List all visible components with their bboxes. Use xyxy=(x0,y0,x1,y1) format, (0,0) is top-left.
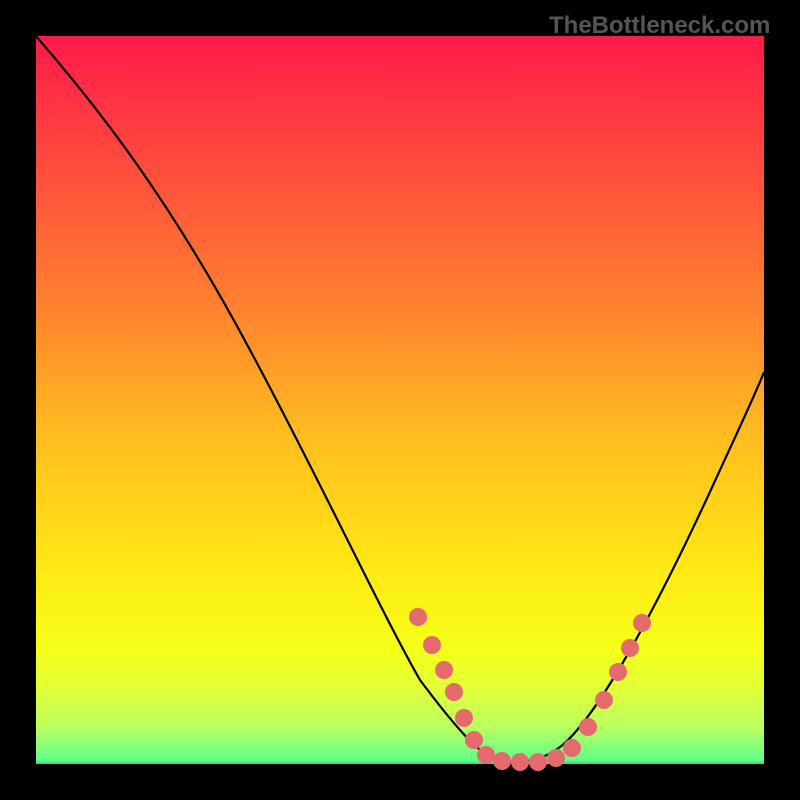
marker-dot xyxy=(493,752,511,770)
marker-dot xyxy=(445,683,463,701)
marker-dot xyxy=(529,753,547,771)
marker-dot xyxy=(435,661,453,679)
marker-dot xyxy=(609,663,627,681)
marker-dot xyxy=(633,614,651,632)
marker-dot xyxy=(409,608,427,626)
marker-dot xyxy=(511,753,529,771)
marker-dot xyxy=(563,739,581,757)
marker-group xyxy=(409,608,651,771)
marker-dot xyxy=(465,731,483,749)
marker-dot xyxy=(579,718,597,736)
bottleneck-curve xyxy=(36,36,764,763)
watermark-text: TheBottleneck.com xyxy=(549,12,770,40)
marker-dot xyxy=(423,636,441,654)
marker-dot xyxy=(455,709,473,727)
marker-dot xyxy=(547,749,565,767)
marker-dot xyxy=(477,746,495,764)
marker-dot xyxy=(621,639,639,657)
chart-svg xyxy=(0,0,800,800)
marker-dot xyxy=(595,691,613,709)
